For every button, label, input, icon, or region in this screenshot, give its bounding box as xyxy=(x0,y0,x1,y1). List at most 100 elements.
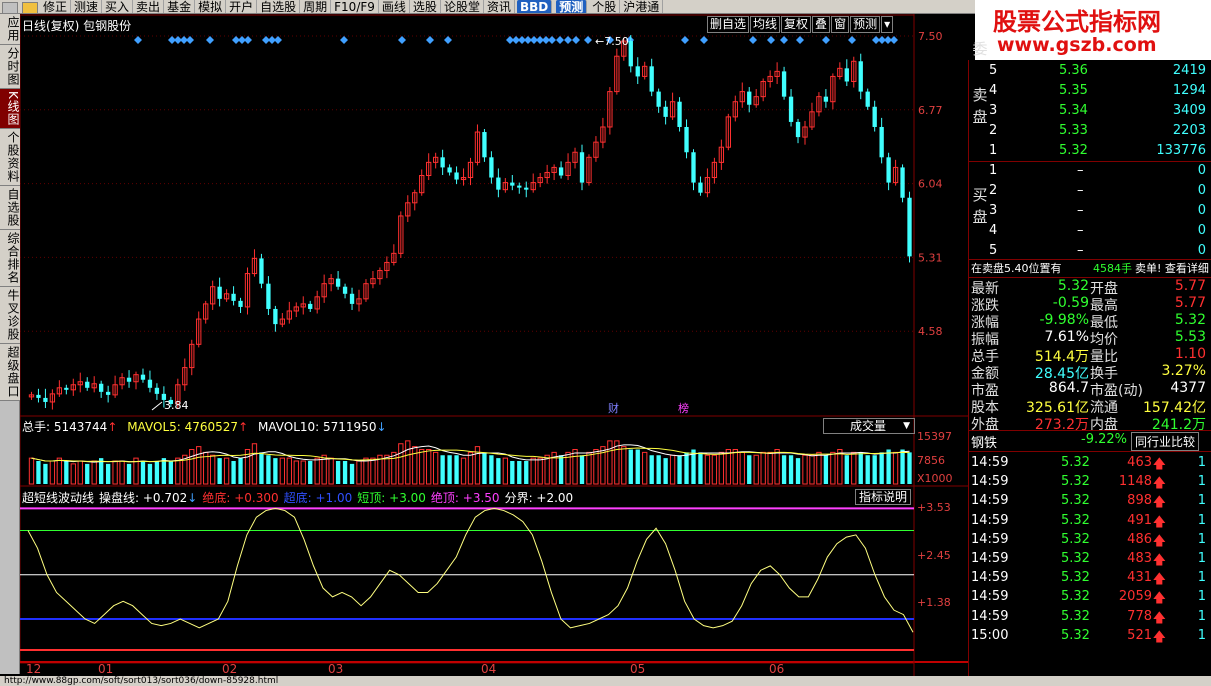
volume-bar xyxy=(91,460,97,485)
menu-item[interactable]: 自选股 xyxy=(257,0,301,13)
order-level: 2 xyxy=(989,123,998,138)
quote-row: 2 5.33 2203 xyxy=(969,122,1211,141)
kline-button[interactable]: 预测 xyxy=(850,16,881,33)
menu-item[interactable]: F10/F9 xyxy=(331,0,379,13)
stat-label: 内盘 xyxy=(1090,417,1118,433)
kline-button[interactable]: 删自选 xyxy=(707,16,750,33)
candle-body xyxy=(635,66,640,77)
quote-row: 在卖盘5.40位置有 4584手 卖单! 查看详细 xyxy=(969,259,1211,278)
sidebar-tab[interactable]: 超级盘口 xyxy=(0,343,20,401)
stat-label: 涨幅 xyxy=(971,315,999,331)
quote-row: 14:59 5.32 431 🡅 1 xyxy=(969,569,1211,588)
volume-bar xyxy=(858,452,863,484)
menu-item[interactable]: 基金 xyxy=(164,0,196,13)
candle-body xyxy=(244,273,251,308)
volume-bar xyxy=(342,461,348,484)
candle-body xyxy=(419,175,425,194)
candle-body xyxy=(217,286,222,299)
menu-item[interactable]: BBD xyxy=(516,0,553,13)
event-marker-icon xyxy=(238,36,246,44)
menu-item[interactable]: 开户 xyxy=(226,0,258,13)
chevron-down-icon[interactable]: ▾ xyxy=(881,16,894,33)
candle-body xyxy=(809,111,815,128)
stat-label: 最低 xyxy=(1090,315,1118,331)
kline-button[interactable]: 复权 xyxy=(781,16,812,33)
brand-title: 股票公式指标网 xyxy=(993,8,1161,36)
min-pointer xyxy=(151,401,163,411)
tick-time: 14:59 xyxy=(971,589,1009,605)
menu-item[interactable]: 测速 xyxy=(71,0,103,13)
volume-bar xyxy=(879,452,884,484)
menu-item[interactable]: 修正 xyxy=(40,0,72,13)
candle-body xyxy=(112,384,118,396)
volume-bar xyxy=(349,463,355,484)
tick-price: 5.32 xyxy=(1061,551,1090,566)
volume-bar xyxy=(607,440,613,485)
sidebar-tab[interactable]: 应用 xyxy=(0,14,20,45)
tick-volume: 491 xyxy=(1127,512,1152,528)
indicator-help-button[interactable]: 指标说明 xyxy=(855,489,912,505)
menu-item[interactable]: 画线 xyxy=(379,0,410,13)
candle-body xyxy=(286,310,292,320)
menu-item[interactable]: 沪港通 xyxy=(620,0,664,13)
osc-tick-label: +2.45 xyxy=(917,549,951,562)
indicator-selector[interactable]: 成交量 ▼ xyxy=(823,418,915,434)
indicator-selector-label: 成交量 xyxy=(850,419,887,433)
candle-body xyxy=(56,387,63,395)
event-marker-icon xyxy=(134,36,142,44)
order-volume: 0 xyxy=(1197,163,1206,178)
down-arrow-icon: ↓ xyxy=(376,420,387,434)
candle-body xyxy=(147,379,153,388)
order-price: – xyxy=(1077,163,1084,178)
volume-bar xyxy=(900,449,905,484)
event-marker-icon xyxy=(206,36,214,44)
sidebar-tab[interactable]: 个股资料 xyxy=(0,128,20,186)
kline-button[interactable]: 均线 xyxy=(750,16,781,33)
tick-count: 1 xyxy=(1197,608,1206,624)
menu-item[interactable]: 买入 xyxy=(102,0,134,13)
alert-detail-link[interactable]: 卖单! 查看详细 xyxy=(1135,262,1209,275)
sidebar-tab[interactable]: K线图 xyxy=(0,89,20,129)
quote-row: 涨跌 -0.59 最高 5.77 xyxy=(969,294,1211,314)
kline-button[interactable]: 窗 xyxy=(831,16,850,33)
candle-body xyxy=(760,80,766,98)
sidebar-tab[interactable]: 自选股 xyxy=(0,185,20,230)
volume-bar xyxy=(586,451,592,485)
sector-compare-button[interactable]: 同行业比较 xyxy=(1131,432,1200,451)
menu-item[interactable]: 模拟 xyxy=(195,0,227,13)
candle-body xyxy=(175,384,181,405)
menu-item[interactable]: 预测 xyxy=(556,0,588,13)
event-marker-icon xyxy=(767,36,775,44)
toolbar-icon[interactable] xyxy=(22,1,38,13)
volume-bar xyxy=(774,449,780,485)
menu-item[interactable]: 个股 xyxy=(589,0,621,13)
volume-bar xyxy=(286,457,292,485)
candle-body xyxy=(628,41,633,67)
volume-bar xyxy=(419,449,425,485)
sidebar-tab[interactable]: 综合排名 xyxy=(0,229,20,287)
menu-item[interactable]: 论股堂 xyxy=(441,0,484,13)
menu-item[interactable]: 周期 xyxy=(300,0,332,13)
menu-item[interactable]: 资讯 xyxy=(484,0,515,13)
volume-bar xyxy=(642,451,648,485)
candle-body xyxy=(753,96,759,106)
volume-bar xyxy=(572,449,578,485)
menu-item[interactable]: 选股 xyxy=(410,0,441,13)
menu-item[interactable]: 卖出 xyxy=(133,0,165,13)
osc-level-label: 分界: +2.00 xyxy=(504,491,574,505)
event-marker-icon xyxy=(884,36,892,44)
candle-body xyxy=(259,258,264,284)
candle-body xyxy=(391,252,397,263)
candle-body xyxy=(739,91,745,103)
up-arrow-icon: 🡅 xyxy=(1152,457,1166,472)
volume-bar xyxy=(600,446,606,485)
candle-body xyxy=(684,126,689,153)
volume-bar xyxy=(496,458,501,484)
kline-button[interactable]: 叠 xyxy=(812,16,831,33)
candle-body xyxy=(28,394,35,398)
volume-bar xyxy=(482,452,487,484)
sidebar-tab[interactable]: 分时图 xyxy=(0,45,20,89)
candle-body xyxy=(140,374,146,380)
sidebar-tab[interactable]: 牛叉诊股 xyxy=(0,286,20,344)
toolbar-icon[interactable] xyxy=(2,1,18,13)
